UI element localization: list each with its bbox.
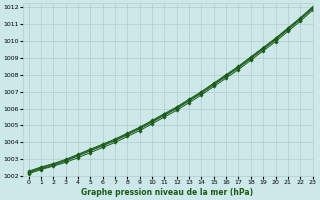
X-axis label: Graphe pression niveau de la mer (hPa): Graphe pression niveau de la mer (hPa)	[82, 188, 254, 197]
